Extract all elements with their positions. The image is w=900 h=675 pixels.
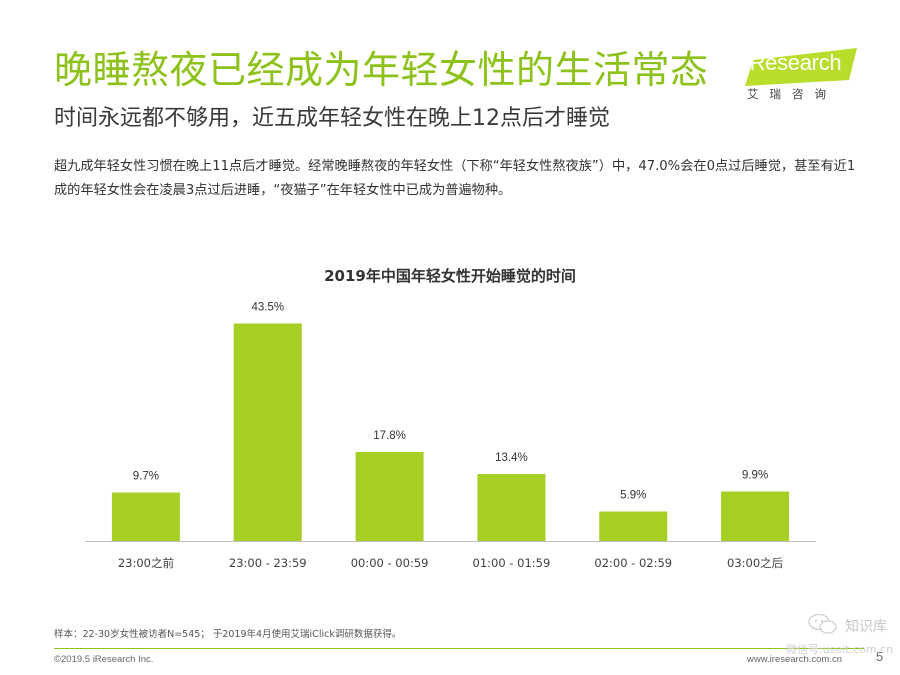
x-tick-label-0: 23:00之前 (118, 556, 174, 570)
x-tick-label-1: 23:00 - 23:59 (229, 556, 307, 570)
data-label-1: 43.5% (251, 302, 284, 314)
x-tick-label-3: 01:00 - 01:59 (473, 556, 551, 570)
data-label-3: 13.4% (495, 452, 528, 464)
data-label-4: 5.9% (620, 490, 646, 502)
data-label-5: 9.9% (742, 470, 768, 482)
chart-title: 2019年中国年轻女性开始睡觉的时间 (324, 267, 576, 285)
x-tick-label-5: 03:00之后 (727, 556, 783, 570)
logo-badge-icon (745, 48, 857, 86)
description-text: 超九成年轻女性习惯在晚上11点后才睡觉。经常晚睡熬夜的年轻女性（下称“年轻女性熬… (54, 159, 856, 198)
data-label-2: 17.8% (373, 430, 406, 442)
bar-3 (477, 474, 546, 541)
logo-sub-text: 艾瑞咨询 (747, 87, 837, 101)
footer-divider (54, 648, 864, 649)
x-tick-label-2: 00:00 - 00:59 (351, 556, 429, 570)
copyright-text: ©2019.5 iResearch Inc. (54, 654, 154, 665)
website-link[interactable]: www.iresearch.com.cn (746, 654, 842, 665)
bar-4 (599, 511, 668, 541)
iresearch-logo: iResearch 艾瑞咨询 (745, 48, 865, 108)
page-subtitle: 时间永远都不够用，近五成年轻女性在晚上12点后才睡觉 (54, 106, 610, 131)
bar-1 (233, 323, 302, 541)
page-number: 5 (876, 649, 884, 664)
data-label-0: 9.7% (133, 471, 159, 483)
footnote: 样本：22-30岁女性被访者N=545； 于2019年4月使用艾瑞iClick调… (54, 629, 402, 640)
watermark-brand: 知识库 (845, 619, 887, 635)
bar-5 (721, 491, 790, 541)
wechat-watermark-icon (808, 613, 837, 634)
logo-brand-text: iResearch (745, 50, 842, 75)
page-title: 晚睡熬夜已经成为年轻女性的生活常态 (54, 48, 709, 92)
bar-0 (111, 492, 180, 541)
x-tick-label-4: 02:00 - 02:59 (594, 556, 672, 570)
bar-2 (355, 452, 424, 541)
watermark-sub: 微信号:useit.com.cn (786, 643, 894, 656)
